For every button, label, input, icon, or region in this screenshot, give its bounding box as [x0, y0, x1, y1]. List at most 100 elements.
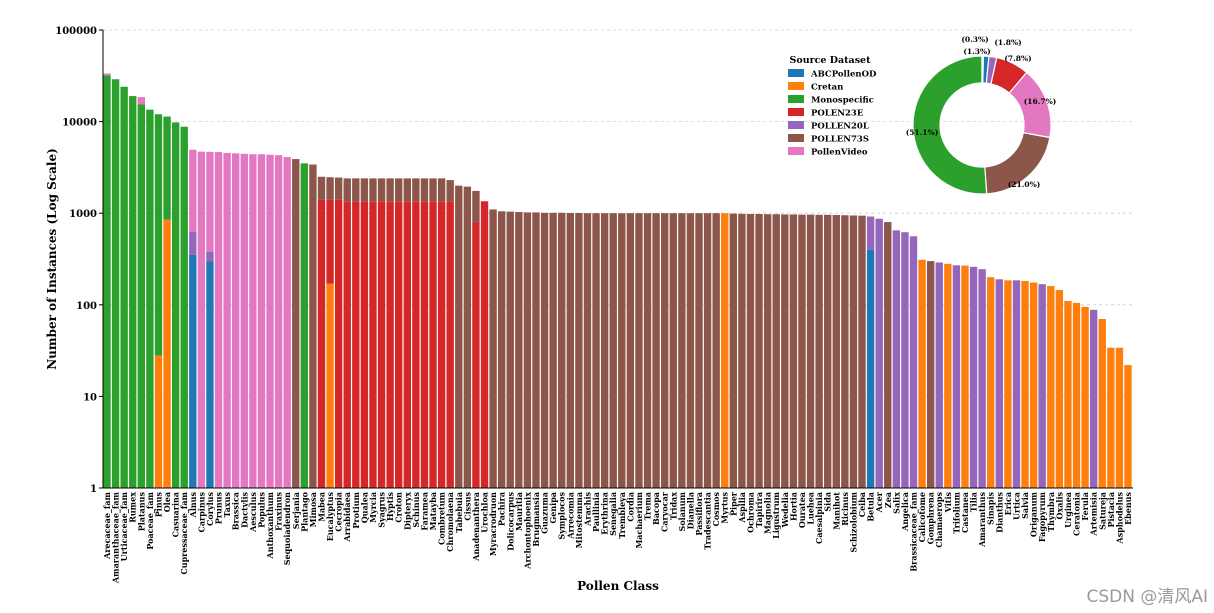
bar-segment [523, 212, 532, 488]
x-tick-label: Mabea [316, 492, 326, 522]
x-tick-label: Brassica [231, 492, 241, 530]
bar-segment [386, 178, 394, 202]
bar-segment [961, 265, 969, 488]
x-tick-label: Protium [351, 491, 361, 528]
x-tick-label: Aesculus [248, 492, 258, 533]
legend: Source Dataset ABCPollenOD Cretan Monospec… [788, 55, 877, 158]
bar-segment [377, 201, 386, 489]
bar-segment [841, 215, 849, 488]
x-tick-label: Zea [883, 492, 893, 508]
x-tick-label: Cupressaceae_fam [179, 491, 189, 574]
bar-segment [515, 212, 523, 488]
bar-segment [944, 263, 952, 488]
x-tick-label: Ouratea [797, 492, 807, 528]
bar-segment [360, 201, 369, 489]
donut-label: (16.7%) [1024, 97, 1057, 106]
x-tick-label: Tapirira [754, 492, 764, 528]
bar-segment [429, 178, 437, 202]
bar-segment [455, 185, 463, 488]
x-tick-label: Ceiba [857, 492, 867, 517]
legend-swatch [788, 108, 804, 116]
bar-segment [866, 216, 875, 250]
x-tick-label: Passiflora [694, 492, 704, 536]
bar-segment [729, 213, 738, 488]
x-tick-label: Sida [823, 492, 833, 512]
bar-segment [189, 254, 197, 488]
bar-segment [497, 211, 506, 488]
bar-segment [429, 201, 437, 489]
bar-segment [721, 213, 729, 488]
x-tick-label: Ebenus [1123, 492, 1133, 525]
bar-segment [995, 279, 1003, 488]
bar-segment [129, 96, 137, 489]
bar-segment [377, 178, 386, 202]
x-tick-label: Schinus [411, 492, 421, 528]
bar-segment [892, 230, 901, 488]
bar-segment [111, 79, 120, 488]
x-tick-label: Sequoiadendron [282, 492, 292, 565]
x-tick-label: Arrabidaea [342, 492, 352, 543]
bar-segment [815, 214, 823, 488]
x-tick-label: Fraxinus [274, 492, 284, 531]
x-tick-label: Ochroma [745, 492, 755, 533]
x-tick-label: Urtica [1011, 492, 1021, 520]
x-tick-label: Tridax [668, 492, 678, 520]
x-tick-label: Symplocos [557, 492, 567, 540]
x-tick-label: Calicotome [917, 492, 927, 542]
bar-segment [189, 149, 197, 232]
x-tick-label: Magnolia [763, 492, 773, 534]
legend-label: Monospecific [811, 96, 874, 106]
bar-segment [746, 214, 755, 488]
bar-segment [395, 201, 403, 489]
x-tick-label: Brassicaceae_fam [909, 491, 919, 571]
x-tick-label: Trembleya [617, 492, 627, 539]
x-tick-label: Genipa [548, 492, 558, 524]
bar-segment [420, 201, 429, 489]
bar-segment [437, 201, 446, 489]
x-tick-label: Olea [162, 492, 172, 512]
bar-segment [103, 75, 111, 489]
bar-segment [686, 213, 695, 488]
watermark: CSDN @清风AI [1086, 587, 1208, 607]
bar-segment [1021, 280, 1029, 488]
x-tick-label: Myracrodruon [488, 492, 498, 556]
bar-segment [334, 199, 343, 488]
y-tick-label: 1000 [69, 209, 97, 220]
bar-segment [866, 249, 875, 488]
bar-segment [206, 151, 214, 252]
bar-segment [480, 201, 489, 489]
bar-segment [824, 214, 832, 488]
bar-segment [558, 212, 566, 488]
bar-segment [412, 201, 420, 489]
x-tick-label: Cosmos [711, 492, 721, 527]
x-tick-label: Satureja [1097, 492, 1107, 530]
bar-segment [180, 126, 188, 488]
x-tick-label: Ceratonia [1072, 492, 1082, 536]
bar-segment [618, 213, 626, 488]
bar-segment [506, 211, 514, 488]
bar-segment [1072, 302, 1081, 488]
bar-segment [789, 214, 798, 488]
bar-segment [669, 213, 677, 488]
x-tick-label: Syagrus [377, 492, 387, 528]
x-tick-label: Anthoxanthum [265, 491, 275, 559]
bar-segment [806, 214, 815, 488]
x-tick-label: Machaerium [634, 491, 644, 548]
x-tick-label: Acer [874, 491, 884, 513]
x-tick-label: Mauritia [514, 492, 524, 531]
x-tick-label: Dolicocarpus [505, 492, 515, 551]
bar-segment [798, 214, 806, 488]
bar-segment [1055, 290, 1064, 488]
x-tick-label: Platanus [136, 492, 146, 532]
bar-segment [309, 164, 317, 488]
bar-segment [549, 212, 557, 488]
x-tick-label: Thymbra [1046, 492, 1056, 532]
x-tick-label: Taxus [222, 492, 232, 518]
x-tick-label: Amaranthus [977, 492, 987, 548]
x-tick-labels: Arecaceae_famAmaranthaceae_famUrticaceae… [102, 491, 1133, 584]
bar-segment [189, 231, 197, 255]
bar-segment [334, 177, 343, 200]
legend-swatch [788, 134, 804, 142]
bar-segment [154, 114, 163, 356]
